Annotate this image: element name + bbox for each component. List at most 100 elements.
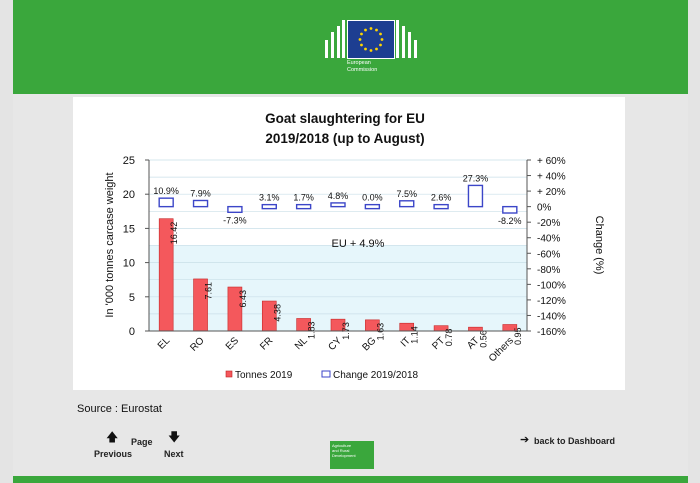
change-data-label: 1.7% xyxy=(293,193,314,203)
change-data-label: 10.9% xyxy=(153,186,179,196)
legend-change-label: Change 2019/2018 xyxy=(333,370,419,381)
y2-tick-label: -120% xyxy=(537,296,566,307)
back-to-dashboard-link[interactable]: back to Dashboard xyxy=(534,436,616,446)
flag-star xyxy=(375,28,378,32)
change-data-label: 0.0% xyxy=(362,193,383,203)
chart-subtitle: 2019/2018 (up to August) xyxy=(265,131,424,146)
y-tick-label: 5 xyxy=(129,292,135,304)
previous-link[interactable]: Previous xyxy=(94,449,133,459)
ec-logo: European Commission xyxy=(325,18,425,80)
y2-tick-label: 0% xyxy=(537,203,552,214)
logo-text: European Commission xyxy=(347,60,417,74)
y-tick-label: 20 xyxy=(123,189,135,201)
legend-change-swatch xyxy=(321,370,331,378)
flag-star xyxy=(369,49,373,52)
change-box xyxy=(433,203,449,210)
arrow-down-icon[interactable]: 🡇 xyxy=(168,430,181,444)
plot-lower-band xyxy=(149,245,527,331)
tonnes-data-label: 1.83 xyxy=(307,321,317,339)
change-data-label: 4.8% xyxy=(328,191,349,201)
flag-star xyxy=(364,47,367,51)
header-bar: European Commission xyxy=(13,0,688,94)
x-tick-label: RO xyxy=(188,335,207,354)
y-axis-right: -160% -140% -120% -100% -80% -60% -40% -20% 0% + … xyxy=(526,156,566,338)
arrow-up-icon[interactable]: 🡅 xyxy=(106,430,119,444)
x-axis: EL RO ES FR NL CY BG IT PT AT Others xyxy=(149,330,527,364)
footer-bar xyxy=(13,476,688,483)
flag-star xyxy=(364,28,367,32)
y-tick-label: 15 xyxy=(123,223,135,235)
source-note: Source : Eurostat xyxy=(77,403,162,415)
y2-tick-label: -60% xyxy=(537,249,560,260)
y-axis-left: 0 5 10 15 20 25 xyxy=(123,155,150,338)
flag-star xyxy=(360,43,363,47)
y-axis-label: In '000 tonnes carcase weight xyxy=(104,172,116,317)
agri-line-2: and Rural xyxy=(332,448,350,453)
y2-tick-label: -40% xyxy=(537,234,560,245)
change-box xyxy=(158,197,174,208)
change-box xyxy=(467,184,484,208)
tonnes-data-label: 0.56 xyxy=(478,330,488,348)
change-box xyxy=(261,203,277,210)
tonnes-data-label: 16.42 xyxy=(169,222,179,245)
y2-tick-label: -100% xyxy=(537,280,566,291)
change-box xyxy=(364,203,381,210)
next-link[interactable]: Next xyxy=(164,449,184,459)
y2-tick-label: -160% xyxy=(537,327,566,338)
agri-line-1: Agriculture xyxy=(332,443,352,448)
tonnes-data-label: 6.43 xyxy=(238,290,248,308)
flag-star xyxy=(379,32,382,36)
legend-tonnes-label: Tonnes 2019 xyxy=(235,370,293,381)
x-tick-label: FR xyxy=(258,335,275,352)
logo-line-2: Commission xyxy=(347,67,378,73)
change-box xyxy=(502,205,518,214)
tonnes-bars: 16.427.61 6.434.381.83 1.73 1.63 1.14 0.78 0.5… xyxy=(158,218,523,348)
change-box xyxy=(399,200,415,208)
change-data-label: 7.9% xyxy=(190,188,211,198)
logo-line-1: European xyxy=(347,60,371,66)
x-tick-label: Others xyxy=(487,335,516,364)
y-tick-label: 10 xyxy=(123,258,135,270)
change-box xyxy=(330,202,346,208)
tonnes-data-label: 0.78 xyxy=(444,329,454,347)
legend: Tonnes 2019 Change 2019/2018 xyxy=(225,370,419,381)
agri-logo: Agriculture and Rural Development xyxy=(330,441,374,469)
change-data-label: -8.2% xyxy=(498,216,522,226)
legend-tonnes-swatch xyxy=(225,370,233,378)
change-boxes: 10.9% 7.9% -7.3% 3.1% 1.7% 4.8% 0.0% 7.5% 2.6% 27… xyxy=(153,173,521,226)
change-box xyxy=(295,203,312,210)
change-data-label: 3.1% xyxy=(259,193,280,203)
y-tick-label: 0 xyxy=(129,326,135,338)
y2-tick-label: -140% xyxy=(537,311,566,322)
y2-axis-label: Change (%) xyxy=(593,216,605,275)
change-data-label: 7.5% xyxy=(396,189,417,199)
flag-star xyxy=(375,47,378,51)
x-tick-label: ES xyxy=(224,335,241,352)
y2-tick-label: + 40% xyxy=(537,172,566,183)
chart-title: Goat slaughtering for EU xyxy=(265,111,425,126)
tonnes-data-label: 0.95 xyxy=(513,328,523,346)
tonnes-data-label: 1.14 xyxy=(410,326,420,344)
tonnes-data-label: 4.38 xyxy=(272,304,282,322)
flag-star xyxy=(369,27,373,30)
tonnes-data-label: 7.61 xyxy=(204,282,214,300)
change-box xyxy=(192,199,209,208)
eu-annotation: EU + 4.9% xyxy=(332,238,385,250)
y2-tick-label: + 60% xyxy=(537,156,566,167)
arrow-right-icon[interactable]: ➔ xyxy=(520,434,530,446)
eu-flag-icon xyxy=(347,20,395,59)
y2-tick-label: + 20% xyxy=(537,187,566,198)
flag-star xyxy=(380,38,384,41)
tonnes-data-label: 1.63 xyxy=(375,323,385,341)
agri-line-3: Development xyxy=(332,453,356,458)
y-tick-label: 25 xyxy=(123,155,135,167)
change-data-label: 2.6% xyxy=(431,193,452,203)
flag-star xyxy=(358,38,362,41)
x-tick-label: EL xyxy=(156,335,173,352)
y2-tick-label: -20% xyxy=(537,218,560,229)
change-data-label: -7.3% xyxy=(223,215,247,225)
change-data-label: 27.3% xyxy=(463,173,489,183)
change-box xyxy=(227,205,243,214)
y2-tick-label: -80% xyxy=(537,265,560,276)
